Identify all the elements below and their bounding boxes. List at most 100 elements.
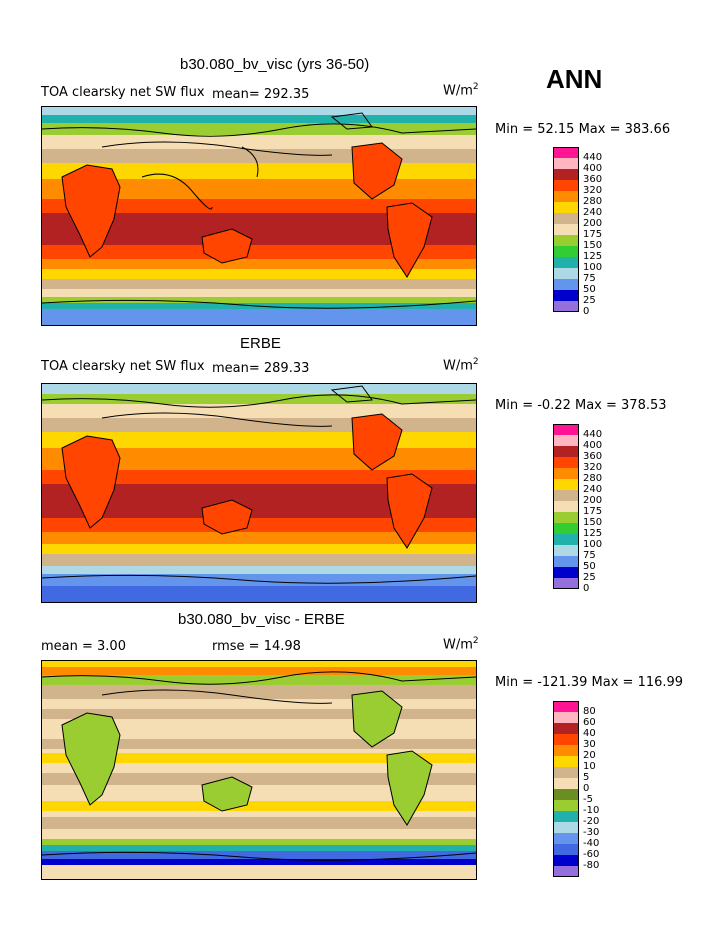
panel-3-title: b30.080_bv_visc - ERBE	[178, 611, 345, 628]
panel-3-tick: 40	[583, 728, 596, 739]
panel-2-swatch	[553, 534, 579, 545]
panel-2-tick: 280	[583, 473, 603, 484]
panel-1-swatch	[553, 257, 579, 268]
panel-1-colorbar: 440 400 360 320 280 240 200 175 150 125 …	[553, 147, 633, 317]
panel-1-mean: mean= 292.35	[212, 87, 310, 102]
panel-2-tick: 320	[583, 462, 603, 473]
panel-3-tick: 20	[583, 750, 596, 761]
panel-3-swatch	[553, 789, 579, 800]
panel-2-field-label: TOA clearsky net SW flux	[41, 359, 205, 374]
panel-1-tick: 360	[583, 174, 603, 185]
panel-3-minmax: Min = -121.39 Max = 116.99	[495, 675, 684, 690]
panel-1-tick: 400	[583, 163, 603, 174]
panel-2-title: ERBE	[240, 335, 281, 352]
panel-1-swatch	[553, 202, 579, 213]
panel-2-minmax: Min = -0.22 Max = 378.53	[495, 398, 667, 413]
panel-1-field-label: TOA clearsky net SW flux	[41, 85, 205, 100]
panel-1-tick: 75	[583, 273, 596, 284]
panel-3-swatch	[553, 745, 579, 756]
panel-1-swatch	[553, 158, 579, 169]
panel-3-swatch	[553, 833, 579, 844]
panel-3-swatch	[553, 734, 579, 745]
panel-3-swatch	[553, 822, 579, 833]
panel-2-swatch	[553, 457, 579, 468]
panel-2-tick: 360	[583, 451, 603, 462]
panel-3-tick: 80	[583, 706, 596, 717]
panel-3-swatch	[553, 866, 579, 877]
panel-3-tick: -60	[583, 849, 600, 860]
panel-2-mean: mean= 289.33	[212, 361, 310, 376]
panel-3-tick: 30	[583, 739, 596, 750]
panel-2-tick: 0	[583, 583, 590, 594]
panel-3-swatch	[553, 712, 579, 723]
panel-1-tick: 125	[583, 251, 603, 262]
panel-1-swatch	[553, 246, 579, 257]
panel-3-tick: 10	[583, 761, 596, 772]
panel-3-swatch	[553, 767, 579, 778]
panel-2-swatch	[553, 578, 579, 589]
panel-3-tick: 60	[583, 717, 596, 728]
panel-2-tick: 100	[583, 539, 603, 550]
panel-2-tick: 125	[583, 528, 603, 539]
panel-2-tick: 200	[583, 495, 603, 506]
panel-1-tick: 100	[583, 262, 603, 273]
panel-1-tick: 200	[583, 218, 603, 229]
panel-3-swatch	[553, 811, 579, 822]
panel-1-tick: 280	[583, 196, 603, 207]
panel-2-swatch	[553, 512, 579, 523]
panel-3-tick: 0	[583, 783, 590, 794]
panel-3-rmse: rmse = 14.98	[212, 639, 301, 654]
panel-1-swatch	[553, 224, 579, 235]
panel-2-swatch	[553, 545, 579, 556]
panel-3-swatch	[553, 855, 579, 866]
panel-1-tick: 240	[583, 207, 603, 218]
panel-3-tick: -20	[583, 816, 600, 827]
panel-3-swatch	[553, 723, 579, 734]
panel-3-tick: -40	[583, 838, 600, 849]
panel-3-tick: -30	[583, 827, 600, 838]
panel-2-swatch	[553, 523, 579, 534]
panel-3-tick: -5	[583, 794, 593, 805]
panel-2-tick: 75	[583, 550, 596, 561]
panel-1-swatch	[553, 180, 579, 191]
panel-2-swatch	[553, 424, 579, 435]
panel-1-units: W/m2	[443, 82, 479, 99]
panel-2-tick: 440	[583, 429, 603, 440]
panel-2-tick: 240	[583, 484, 603, 495]
panel-2-swatch	[553, 490, 579, 501]
panel-2-tick: 50	[583, 561, 596, 572]
panel-1-tick: 175	[583, 229, 603, 240]
panel-2-swatch	[553, 556, 579, 567]
panel-1-swatch	[553, 191, 579, 202]
panel-3-swatch	[553, 701, 579, 712]
panel-2-colorbar: 440 400 360 320 280 240 200 175 150 125 …	[553, 424, 633, 594]
panel-3-units: W/m2	[443, 636, 479, 653]
season-label: ANN	[546, 64, 603, 94]
panel-1-tick: 440	[583, 152, 603, 163]
panel-2-swatch	[553, 435, 579, 446]
panel-2-tick: 400	[583, 440, 603, 451]
panel-2-swatch	[553, 479, 579, 490]
panel-1-tick: 50	[583, 284, 596, 295]
panel-1-tick: 150	[583, 240, 603, 251]
panel-1-swatch	[553, 213, 579, 224]
panel-3-mean: mean = 3.00	[41, 639, 126, 654]
panel-1-map	[41, 106, 477, 326]
panel-1-tick: 25	[583, 295, 596, 306]
panel-1-swatch	[553, 169, 579, 180]
panel-2-tick: 25	[583, 572, 596, 583]
panel-3-colorbar: 80 60 40 30 20 10 5 0 -5 -10 -20 -30 -40…	[553, 701, 633, 881]
panel-1-tick: 320	[583, 185, 603, 196]
panel-3-swatch	[553, 778, 579, 789]
panel-2-swatch	[553, 567, 579, 578]
panel-3-swatch	[553, 844, 579, 855]
panel-2-units: W/m2	[443, 357, 479, 374]
panel-1-swatch	[553, 235, 579, 246]
panel-1-swatch	[553, 147, 579, 158]
panel-1-swatch	[553, 301, 579, 312]
panel-1-swatch	[553, 279, 579, 290]
panel-2-map	[41, 383, 477, 603]
panel-2-swatch	[553, 468, 579, 479]
panel-2-swatch	[553, 446, 579, 457]
panel-1-minmax: Min = 52.15 Max = 383.66	[495, 122, 671, 137]
